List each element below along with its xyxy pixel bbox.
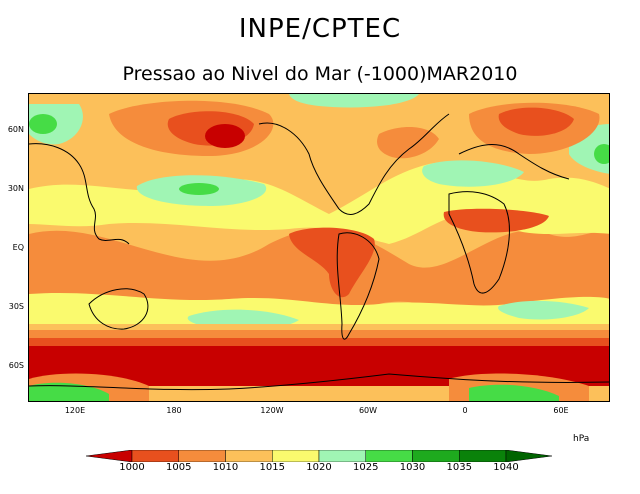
low-africa (443, 208, 549, 233)
colorbar-label: 1010 (212, 462, 239, 473)
legend-unit: hPa (573, 434, 590, 444)
colorbar-cell (365, 450, 413, 462)
belt-1005 (29, 338, 609, 348)
low-icelandic-1005 (498, 107, 574, 136)
high-east-asia-core (594, 144, 609, 164)
antarctic-high-west-core (29, 382, 109, 401)
high-core-pacific (179, 183, 219, 195)
colorbar-label: 1015 (259, 462, 285, 473)
colorbar-low-arrow (86, 450, 133, 462)
lat-label-30n: 30N (7, 184, 24, 193)
colorbar-high-arrow (505, 450, 553, 462)
coast-antarctica (29, 373, 609, 391)
lat-label-60n: 60N (7, 125, 24, 134)
high-atlantic-north (422, 160, 524, 187)
high-indian-south (498, 300, 589, 320)
coast-north-america (258, 113, 450, 215)
colorbar-cell (318, 450, 366, 462)
low-aleutian-core (205, 124, 245, 148)
lon-label-120w: 120W (260, 406, 284, 415)
lon-label-60e: 60E (553, 406, 569, 415)
colorbar-label: 1005 (166, 462, 192, 473)
antarctic-high-east-core (469, 384, 559, 401)
lon-label-180: 180 (166, 406, 182, 415)
high-siberia-core (29, 114, 57, 134)
map-subtitle: Pressao ao Nivel do Mar (-1000)MAR2010 (122, 63, 518, 85)
colorbar (86, 450, 553, 462)
pressure-map (28, 93, 610, 402)
main-title: INPE/CPTEC (238, 14, 402, 44)
zone-tropics-1010 (29, 229, 609, 312)
lat-label-30s: 30S (8, 302, 24, 311)
colorbar-label: 1030 (399, 462, 426, 473)
colorbar-label: 1020 (306, 462, 332, 473)
low-north-america (377, 127, 439, 159)
colorbar-label: 1040 (493, 462, 519, 473)
coast-europe (458, 144, 570, 180)
colorbar-cell (178, 450, 226, 462)
lat-label-60s: 60S (8, 361, 24, 370)
low-south-america (289, 227, 375, 298)
colorbar-cell (412, 450, 460, 462)
lat-label-eq: EQ (12, 243, 24, 252)
colorbar-cell (225, 450, 273, 462)
coast-australia (88, 288, 149, 330)
coast-asia (29, 143, 130, 245)
colorbar-label: 1025 (353, 462, 379, 473)
high-arctic (289, 94, 419, 108)
colorbar-cells (131, 450, 507, 462)
pressure-field (29, 94, 609, 401)
colorbar-label: 1000 (119, 462, 145, 473)
colorbar-cell (272, 450, 320, 462)
colorbar-cell (131, 450, 179, 462)
coast-africa (448, 191, 510, 294)
lon-label-0: 0 (462, 406, 468, 415)
coast-south-america (336, 232, 380, 340)
lon-label-120e: 120E (64, 406, 86, 415)
coastlines (29, 113, 609, 391)
lon-label-60w: 60W (358, 406, 378, 415)
colorbar-label: 1035 (446, 462, 472, 473)
colorbar-cell (459, 450, 507, 462)
